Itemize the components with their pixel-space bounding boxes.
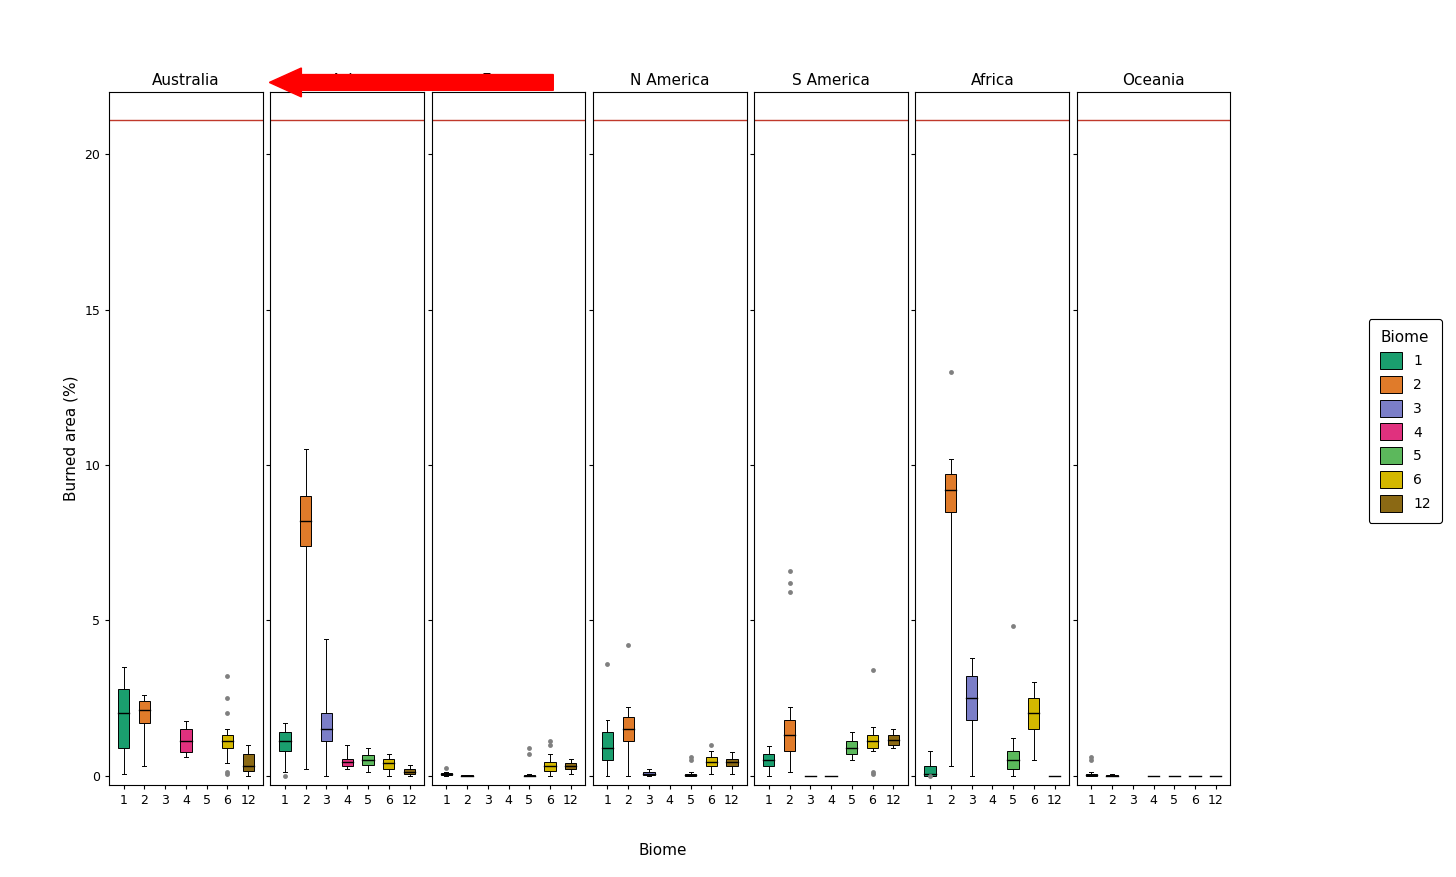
Bar	[846, 741, 858, 754]
Bar	[118, 688, 130, 747]
Bar	[545, 761, 556, 771]
Bar	[866, 735, 878, 747]
Bar	[181, 729, 192, 752]
Bar	[221, 735, 233, 747]
Bar	[138, 701, 150, 723]
Bar	[888, 735, 898, 745]
Bar	[565, 763, 577, 769]
Bar	[1086, 774, 1096, 775]
Bar	[623, 717, 633, 741]
Title: N America: N America	[630, 73, 709, 89]
Bar	[727, 759, 738, 766]
Bar	[763, 754, 775, 766]
Bar	[441, 774, 451, 775]
Title: Europe: Europe	[482, 73, 536, 89]
Bar	[383, 759, 395, 769]
Bar	[342, 759, 352, 766]
Bar	[965, 676, 977, 720]
Title: Africa: Africa	[970, 73, 1015, 89]
Bar	[601, 732, 613, 760]
Bar	[1008, 751, 1019, 769]
Title: S America: S America	[792, 73, 869, 89]
Title: Asia: Asia	[332, 73, 363, 89]
Bar	[945, 474, 957, 511]
Bar	[363, 755, 374, 765]
Bar	[300, 496, 312, 545]
Bar	[644, 773, 655, 775]
Bar	[320, 714, 332, 741]
Legend: 1, 2, 3, 4, 5, 6, 12: 1, 2, 3, 4, 5, 6, 12	[1369, 318, 1441, 524]
Y-axis label: Burned area (%): Burned area (%)	[64, 375, 79, 502]
Bar	[243, 754, 253, 771]
Bar	[403, 769, 415, 774]
Text: Biome: Biome	[638, 843, 687, 858]
Bar	[1028, 698, 1040, 729]
Bar	[280, 732, 291, 751]
Bar	[684, 774, 696, 775]
Bar	[783, 720, 795, 751]
Title: Australia: Australia	[153, 73, 220, 89]
Bar	[706, 757, 716, 766]
Bar	[925, 766, 936, 775]
Title: Oceania: Oceania	[1123, 73, 1185, 89]
